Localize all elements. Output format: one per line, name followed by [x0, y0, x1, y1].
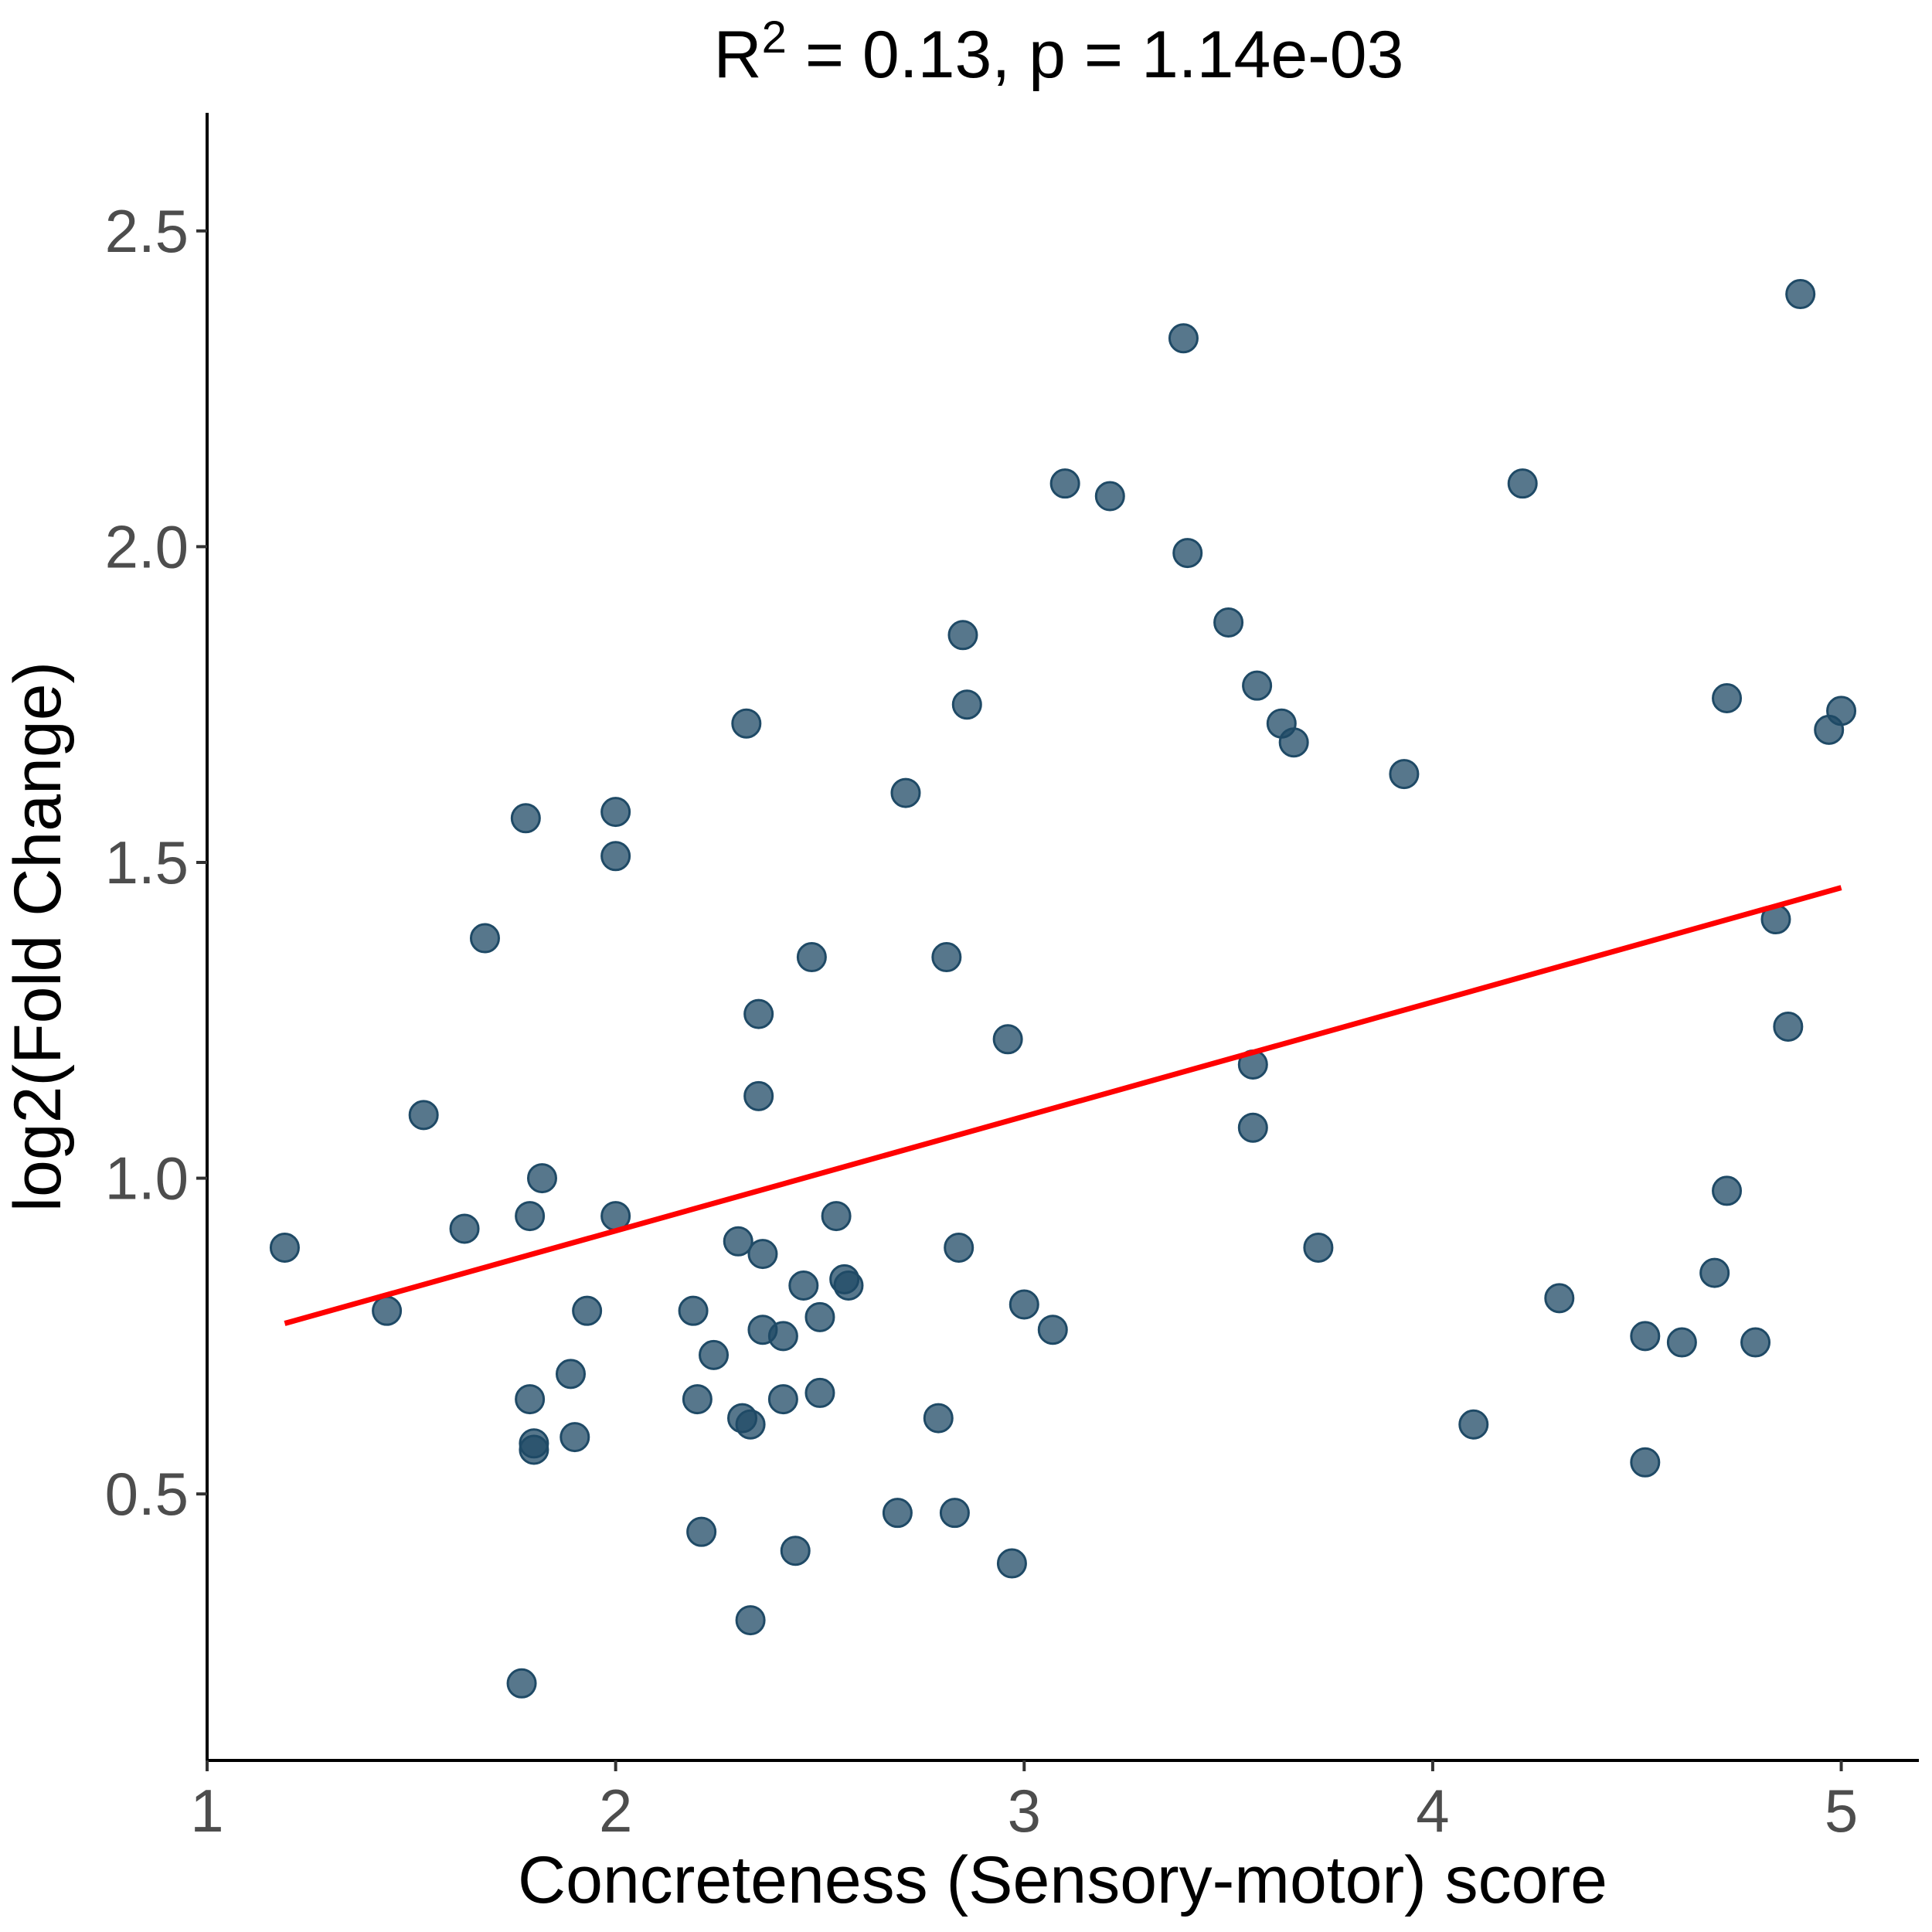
data-point: [1303, 1232, 1334, 1263]
data-point: [1740, 1327, 1771, 1358]
data-point: [1037, 1315, 1068, 1345]
data-point: [1094, 481, 1125, 512]
data-point: [996, 1548, 1027, 1579]
data-point: [678, 1295, 709, 1326]
data-point: [526, 1163, 557, 1194]
data-point: [1785, 279, 1816, 310]
data-point: [469, 923, 500, 954]
data-point: [560, 1422, 590, 1453]
data-point: [1458, 1409, 1489, 1440]
data-point: [1507, 468, 1538, 499]
data-point: [1544, 1283, 1575, 1314]
y-tick-label: 0.5: [105, 1460, 189, 1528]
chart-title-superscript: 2: [762, 12, 787, 63]
y-ticks: 0.5 1.0 1.5 2.0 2.5: [105, 197, 207, 1528]
x-tick-label: 2: [599, 1777, 632, 1845]
data-point: [804, 1377, 835, 1408]
data-point: [1630, 1321, 1661, 1352]
data-point: [939, 1498, 970, 1529]
data-point: [767, 1321, 798, 1352]
data-point: [767, 1384, 798, 1415]
data-point: [723, 1226, 753, 1257]
data-point: [515, 1384, 546, 1415]
chart-title-r: R: [714, 18, 762, 92]
data-point: [747, 1239, 778, 1270]
regression-line: [284, 885, 1842, 1326]
points-layer: [269, 279, 1857, 1699]
data-point: [1630, 1447, 1661, 1478]
y-tick-label: 2.0: [105, 512, 189, 580]
data-point: [947, 620, 978, 651]
data-point: [821, 1201, 852, 1232]
data-point: [882, 1498, 913, 1529]
data-point: [743, 1080, 774, 1111]
x-tick-label: 5: [1825, 1777, 1858, 1845]
y-tick-label: 2.5: [105, 197, 189, 265]
data-point: [1666, 1327, 1697, 1358]
chart-title: R2 = 0.13, p = 1.14e-03: [714, 12, 1404, 92]
data-point: [519, 1434, 549, 1465]
data-point: [1168, 323, 1199, 354]
data-point: [1172, 538, 1203, 569]
data-point: [1712, 1175, 1743, 1206]
data-point: [682, 1384, 713, 1415]
data-point: [1242, 670, 1273, 701]
data-point: [992, 1024, 1023, 1055]
data-point: [510, 803, 541, 834]
data-point: [372, 1295, 403, 1326]
x-tick-label: 4: [1416, 1777, 1449, 1845]
data-point: [506, 1668, 537, 1699]
data-point: [890, 777, 921, 808]
data-point: [1826, 696, 1857, 726]
data-point: [833, 1270, 864, 1301]
data-point: [699, 1339, 730, 1370]
data-point: [743, 998, 774, 1029]
data-point: [555, 1359, 586, 1389]
data-point: [731, 708, 762, 739]
x-tick-label: 3: [1008, 1777, 1041, 1845]
data-point: [796, 942, 827, 973]
data-point: [572, 1295, 603, 1326]
data-point: [1213, 607, 1244, 638]
data-point: [515, 1201, 546, 1232]
y-axis-label: log2(Fold Change): [1, 662, 75, 1212]
x-tick-label: 1: [190, 1777, 223, 1845]
data-point: [1699, 1257, 1730, 1288]
data-point: [735, 1409, 766, 1440]
data-point: [951, 689, 982, 720]
data-point: [931, 942, 962, 973]
data-point: [1712, 683, 1743, 714]
data-point: [804, 1301, 835, 1332]
data-point: [735, 1605, 766, 1636]
data-point: [408, 1100, 439, 1131]
fit-layer: [284, 885, 1842, 1326]
data-point: [780, 1536, 811, 1566]
data-point: [1237, 1112, 1268, 1143]
x-axis-label: Concreteness (Sensory-motor) score: [518, 1843, 1607, 1917]
y-tick-label: 1.5: [105, 828, 189, 896]
data-point: [600, 841, 631, 872]
data-point: [1389, 759, 1420, 790]
data-point: [1049, 468, 1080, 499]
data-point: [686, 1516, 717, 1547]
data-point: [1009, 1289, 1039, 1320]
data-point: [269, 1232, 300, 1263]
data-point: [923, 1403, 954, 1434]
data-point: [1773, 1011, 1804, 1042]
chart-title-rest: = 0.13, p = 1.14e-03: [787, 18, 1404, 92]
data-point: [600, 797, 631, 828]
data-point: [788, 1270, 819, 1301]
data-point: [1278, 727, 1309, 758]
x-ticks: 1 2 3 4 5: [190, 1760, 1858, 1845]
data-point: [944, 1232, 975, 1263]
y-tick-label: 1.0: [105, 1145, 189, 1213]
data-point: [449, 1213, 480, 1244]
